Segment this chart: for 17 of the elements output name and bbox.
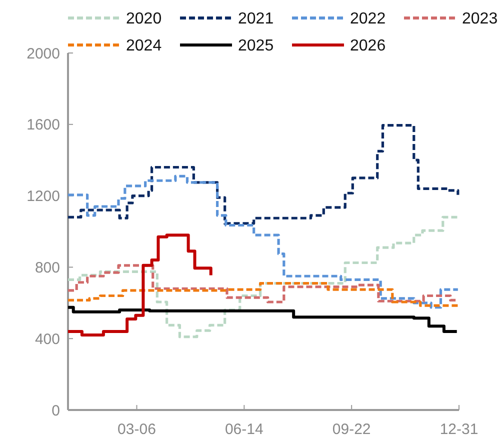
y-tick-label: 2000	[26, 45, 60, 62]
legend-label: 2021	[238, 10, 274, 28]
x-tick-label: 09-22	[332, 421, 371, 438]
legend-label: 2026	[350, 38, 386, 55]
legend-label: 2022	[350, 10, 386, 28]
y-tick-label: 800	[34, 259, 60, 276]
legend-label: 2023	[462, 10, 498, 28]
y-tick-label: 400	[34, 330, 60, 348]
x-tick-label: 06-14	[224, 421, 264, 438]
y-tick-label: 1200	[26, 188, 60, 206]
legend-label: 2020	[126, 10, 162, 28]
legend-label: 2025	[238, 38, 274, 55]
y-tick-label: 1600	[26, 116, 60, 134]
y-tick-label: 0	[52, 402, 60, 420]
x-tick-label: 12-31	[440, 421, 478, 438]
x-tick-label: 03-06	[118, 421, 156, 438]
legend-label: 2024	[126, 38, 162, 55]
